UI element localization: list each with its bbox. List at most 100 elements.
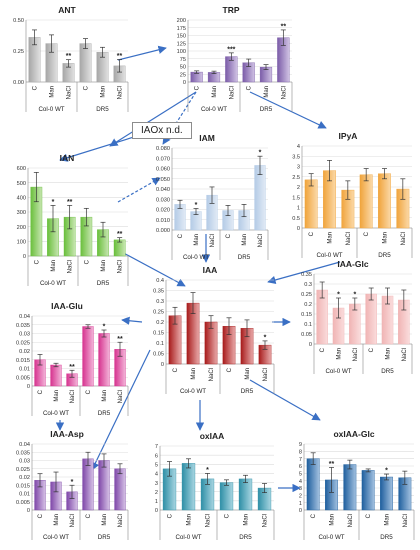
y-tick-label: 0.05 xyxy=(153,352,164,358)
category-label: C xyxy=(84,85,90,90)
y-tick-label: 0.1 xyxy=(304,322,312,328)
category-label: C xyxy=(173,367,179,372)
category-label: NaCl xyxy=(206,514,212,527)
category-label: Man xyxy=(102,390,108,402)
group-label-dr5: DR5 xyxy=(380,534,393,541)
y-tick-label: 4 xyxy=(297,144,300,150)
category-label: NaCl xyxy=(353,348,359,361)
y-tick-label: 0.15 xyxy=(301,312,312,318)
chart-title: IAA-Glu xyxy=(51,301,83,311)
y-tick-label: 8 xyxy=(299,450,302,456)
chart-title: oxIAA xyxy=(200,431,225,441)
y-tick-label: 4 xyxy=(299,479,302,485)
category-label: Man xyxy=(187,514,193,526)
y-tick-label: 0.010 xyxy=(156,218,170,224)
category-label: C xyxy=(225,513,231,518)
y-tick-label: 0.03 xyxy=(19,332,30,338)
category-label: NaCl xyxy=(403,514,409,527)
y-tick-label: 0 xyxy=(161,362,164,368)
significance-mark: * xyxy=(385,468,388,475)
group-label-dr5: DR5 xyxy=(260,106,273,113)
y-tick-label: 0 xyxy=(309,342,312,348)
chart-oxiaa: oxIAA 0 1 2 3 4 5 6 7 C Man * NaCl C Man NaCl Col-0 WT DR… xyxy=(155,431,275,541)
y-tick-label: 0.04 xyxy=(19,442,30,448)
category-label: NaCl xyxy=(118,514,124,527)
group-label-col-0-wt: Col-0 WT xyxy=(43,410,69,417)
y-tick-label: 0.035 xyxy=(16,450,30,456)
significance-mark: * xyxy=(259,150,262,157)
y-tick-label: 0 xyxy=(297,226,300,232)
chart-title: IAN xyxy=(60,153,75,163)
significance-mark: ** xyxy=(67,199,73,206)
group-label-col-0-wt: Col-0 WT xyxy=(316,252,342,259)
group-label-col-0-wt: Col-0 WT xyxy=(318,534,344,541)
y-tick-label: 0.005 xyxy=(16,375,30,381)
y-tick-label: 500 xyxy=(17,181,26,187)
significance-mark: * xyxy=(353,292,356,299)
y-tick-label: 0.03 xyxy=(19,459,30,465)
significance-mark: ** xyxy=(281,23,287,30)
category-label: C xyxy=(227,367,233,372)
y-tick-label: 100 xyxy=(17,240,26,246)
bar-dr5-man xyxy=(98,333,110,387)
y-tick-label: 0.015 xyxy=(16,358,30,364)
group-label-dr5: DR5 xyxy=(98,410,111,417)
category-label: Man xyxy=(194,234,200,246)
chart-title: IAA-Asp xyxy=(50,429,84,439)
category-label: NaCl xyxy=(281,86,287,99)
significance-mark: ** xyxy=(117,336,123,343)
significance-mark: * xyxy=(206,467,209,474)
significance-mark: ** xyxy=(117,53,123,60)
y-tick-label: 3 xyxy=(155,481,158,487)
category-label: NaCl xyxy=(68,260,74,273)
category-label: Man xyxy=(191,368,197,380)
y-tick-label: 2.5 xyxy=(292,175,300,181)
category-label: C xyxy=(195,85,201,90)
arrow-trp-to-iaox xyxy=(109,91,197,147)
arrow-ipya-to-iaa xyxy=(267,261,341,285)
y-tick-label: 2 xyxy=(297,185,300,191)
chart-iaa: IAA 0 0.05 0.1 0.15 0.2 0.25 0.3 0.35 0.4 C Man NaCl… xyxy=(153,265,275,395)
y-tick-label: 0.00 xyxy=(13,80,24,86)
category-label: NaCl xyxy=(263,368,269,381)
category-label: C xyxy=(311,513,317,518)
y-tick-label: 1.5 xyxy=(292,195,300,201)
category-label: C xyxy=(84,259,90,264)
chart-title: IAM xyxy=(199,133,215,143)
y-tick-label: 0.030 xyxy=(156,197,170,203)
category-label: C xyxy=(86,513,92,518)
category-label: Man xyxy=(54,390,60,402)
arrow-iaa-to-iaaasp xyxy=(91,349,151,471)
group-label-col-0-wt: Col-0 WT xyxy=(183,254,209,261)
y-tick-label: 0.2 xyxy=(156,320,164,326)
category-label: Man xyxy=(242,234,248,246)
significance-mark: *** xyxy=(227,46,235,53)
bar-dr5-c xyxy=(361,470,375,511)
y-tick-label: 0.020 xyxy=(156,208,170,214)
category-label: NaCl xyxy=(70,390,76,403)
y-tick-label: 2 xyxy=(155,490,158,496)
group-label-col-0-wt: Col-0 WT xyxy=(325,368,351,375)
category-label: Man xyxy=(50,86,56,98)
significance-mark: * xyxy=(71,479,74,486)
group-label-dr5: DR5 xyxy=(98,534,111,541)
y-tick-label: 0.35 xyxy=(301,272,312,278)
y-tick-label: 6 xyxy=(155,453,158,459)
y-tick-label: 0.4 xyxy=(156,278,164,284)
iaox-not-detected-box: IAOx n.d. xyxy=(132,122,192,139)
category-label: NaCl xyxy=(210,234,216,247)
bar-dr5-man xyxy=(378,173,391,229)
category-label: C xyxy=(86,389,92,394)
category-label: C xyxy=(309,231,315,236)
y-tick-label: 0.04 xyxy=(19,314,30,320)
category-label: C xyxy=(369,347,375,352)
chart-ant: ANT 0.00 0.25 0.50 C Man ** NaCl C Man ** NaCl Col-0… xyxy=(13,5,129,113)
category-label: NaCl xyxy=(118,260,124,273)
y-tick-label: 2 xyxy=(299,494,302,500)
category-label: C xyxy=(178,233,184,238)
category-label: C xyxy=(247,85,253,90)
category-label: NaCl xyxy=(67,86,73,99)
significance-mark: * xyxy=(264,334,267,341)
